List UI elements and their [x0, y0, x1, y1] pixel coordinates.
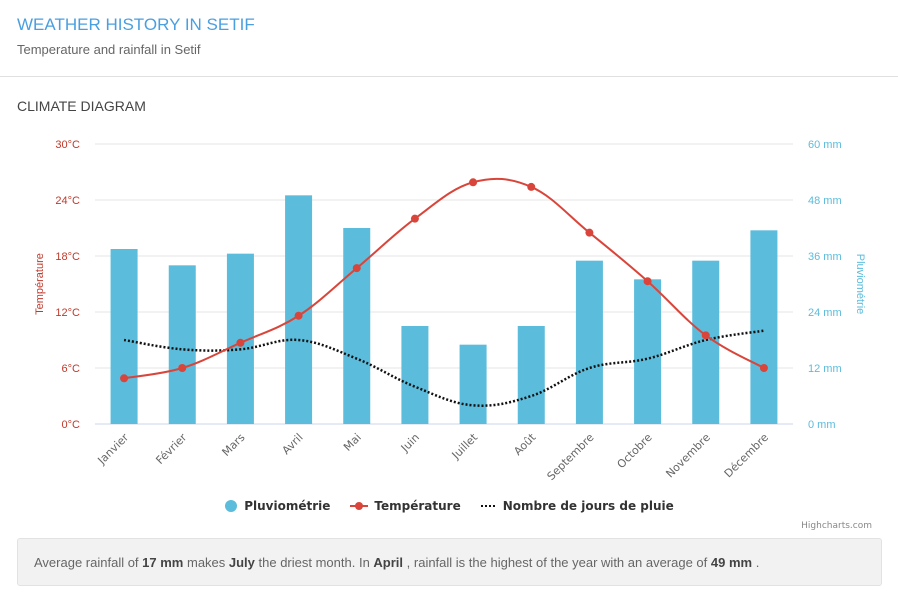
rain-bar — [517, 326, 545, 424]
left-tick-label: 0°C — [62, 419, 81, 431]
grid-lines — [95, 143, 793, 425]
chart-lines — [120, 177, 768, 407]
left-tick-label: 30°C — [55, 139, 80, 151]
summary-value: April — [373, 555, 404, 570]
right-tick-label: 48 mm — [808, 195, 842, 207]
right-tick-label: 60 mm — [808, 139, 842, 151]
summary-text: , rainfall is the highest of the year wi… — [403, 555, 711, 570]
legend-label: Nombre de jours de pluie — [502, 499, 674, 513]
rain-bar — [750, 230, 778, 424]
x-tick-label: Avril — [280, 431, 306, 457]
rain-bar — [110, 249, 138, 424]
credits-link[interactable]: Highcharts.com — [801, 521, 872, 531]
temperature-point — [585, 228, 594, 237]
x-tick-label: Février — [153, 431, 189, 467]
legend-label: Pluviométrie — [244, 499, 331, 513]
left-tick-label: 18°C — [55, 251, 80, 263]
temperature-point — [527, 182, 536, 191]
legend: Pluviométrie Température Nombre de jours… — [0, 499, 898, 513]
temperature-point — [701, 331, 710, 340]
left-tick-label: 6°C — [62, 363, 81, 375]
climate-chart: 0°C 0 mm 6°C 12 mm 12°C 24 mm 18°C 36 mm 24°C 48 … — [34, 139, 866, 483]
summary-text: makes — [183, 555, 229, 570]
rain-bar — [575, 260, 603, 424]
summary-value: 17 mm — [142, 555, 184, 570]
temperature-point — [178, 364, 187, 372]
header-divider — [0, 76, 898, 77]
x-tick-label: Décembre — [722, 431, 772, 481]
left-axis-title: Température — [34, 253, 46, 315]
temperature-point — [469, 178, 478, 187]
x-tick-label: Septembre — [545, 431, 597, 483]
legend-item-temperature[interactable]: Température — [350, 499, 461, 513]
rain-bar — [401, 326, 429, 424]
summary-value: 49 mm — [710, 555, 753, 570]
temperature-point — [352, 264, 361, 273]
temperature-point — [759, 364, 768, 372]
summary-box: Average rainfall of 17 mm makes July the… — [17, 538, 882, 586]
x-tick-label: Octobre — [615, 431, 655, 471]
legend-item-rainfall[interactable]: Pluviométrie — [224, 499, 330, 513]
rain-bar — [343, 228, 371, 424]
left-tick-label: 12°C — [55, 307, 80, 319]
right-tick-label: 0 mm — [808, 419, 836, 431]
legend-item-rain-days[interactable]: Nombre de jours de pluie — [480, 499, 674, 513]
rain-bar — [168, 265, 196, 424]
summary-text: the driest month. In — [254, 555, 374, 570]
right-tick-label: 36 mm — [808, 251, 842, 263]
x-tick-label: Janvier — [95, 431, 132, 468]
rain-bar — [459, 344, 487, 424]
x-tick-label: Juin — [398, 431, 422, 455]
x-tick-label: Août — [511, 430, 539, 458]
temperature-point — [294, 311, 303, 320]
temperature-point — [643, 277, 652, 286]
page-title: WEATHER HISTORY IN SETIF — [17, 15, 255, 34]
summary-value: July — [228, 555, 255, 570]
temperature-point — [410, 214, 419, 223]
x-tick-label: Novembre — [663, 431, 713, 481]
right-tick-label: 24 mm — [808, 307, 842, 319]
right-tick-label: 12 mm — [808, 363, 842, 375]
line-marker-icon — [350, 502, 369, 510]
rain-bar — [634, 279, 662, 424]
temperature-point — [120, 374, 129, 383]
x-tick-label: Mars — [220, 431, 248, 459]
legend-label: Température — [374, 499, 461, 513]
x-tick-label: Mai — [341, 431, 364, 454]
left-tick-label: 24°C — [55, 195, 80, 207]
rain-days-line — [123, 329, 765, 407]
temperature-point — [236, 338, 245, 347]
dotted-line-icon — [480, 505, 497, 507]
summary-text: . — [752, 555, 760, 570]
temperature-line — [123, 177, 765, 380]
section-title: CLIMATE DIAGRAM — [17, 98, 146, 114]
right-axis-title: Pluviométrie — [854, 254, 866, 315]
page-subtitle: Temperature and rainfall in Setif — [17, 42, 201, 57]
x-tick-label: Juillet — [449, 430, 481, 462]
summary-text: Average rainfall of — [34, 555, 143, 570]
circle-marker-icon — [225, 500, 238, 512]
